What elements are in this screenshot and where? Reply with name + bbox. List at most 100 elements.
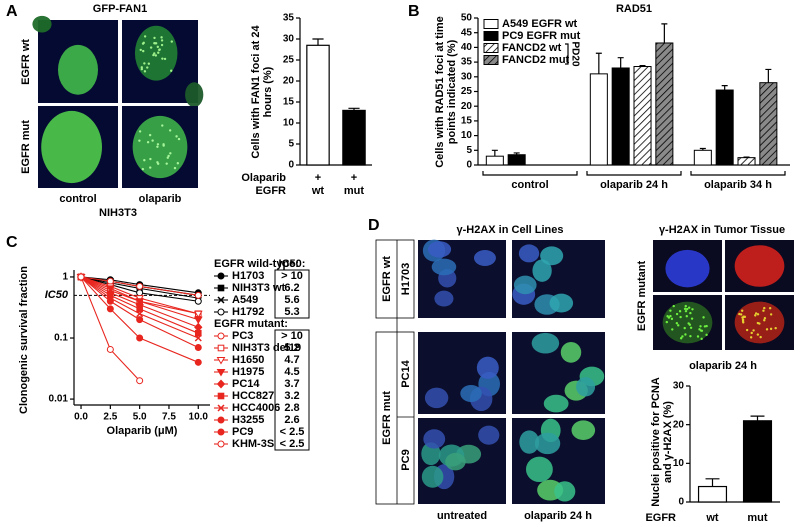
focus [685, 314, 688, 318]
nucleus [423, 429, 446, 449]
nucleus [185, 82, 204, 108]
legend-label: PC3 [232, 330, 253, 342]
nucleus [431, 258, 457, 276]
error-bar [765, 68, 772, 83]
bar [306, 44, 330, 166]
ic50-value: 3.7 [284, 378, 299, 390]
column-label: olaparib 24 h [689, 360, 757, 372]
panel-letter: D [368, 217, 380, 234]
y-tick-label: 40 [461, 42, 473, 53]
focus [689, 326, 693, 330]
focus [684, 304, 687, 308]
y-axis-label: Nuclei positive for PCNA and γ-H2AX (%) [650, 377, 674, 507]
y-tick-label: 30 [461, 71, 473, 82]
focus [763, 317, 767, 320]
ic50-value: 4.5 [284, 366, 299, 378]
ic50-value: 3.2 [284, 390, 299, 402]
legend-heading: EGFR mutant: [214, 318, 288, 330]
focus [740, 309, 744, 312]
nucleus [575, 377, 596, 397]
point [106, 297, 114, 305]
error-bar [721, 85, 728, 91]
error-bar [491, 149, 498, 157]
bar [759, 82, 778, 166]
x-tick-label: olaparib 24 h [600, 179, 668, 191]
cell-line-label: NIH3T3 [99, 207, 137, 219]
treatment-mark: + [315, 172, 321, 184]
y-tick-label: 20 [461, 101, 473, 112]
focus [143, 35, 147, 38]
legend-label: HCC4006 [232, 402, 280, 414]
bar [485, 155, 504, 166]
y-tick-label: 5 [466, 145, 472, 156]
focus [138, 139, 141, 142]
focus [163, 57, 167, 61]
legend-swatch [483, 55, 499, 65]
nucleus [134, 25, 178, 81]
focus [142, 49, 145, 53]
focus [763, 306, 766, 310]
nucleus [519, 430, 540, 454]
legend-label: H1650 [232, 354, 264, 366]
focus [154, 54, 158, 57]
focus [679, 315, 682, 319]
error-bar [617, 57, 624, 68]
nucleus [525, 456, 553, 483]
legend-label: PC14 [232, 378, 260, 390]
nucleus [428, 241, 452, 258]
ic50-value: 2.6 [284, 414, 299, 426]
bar [737, 157, 756, 166]
focus [143, 62, 146, 65]
micrographs [32, 15, 794, 504]
series-line [80, 276, 199, 294]
legend-label: HCC827 [232, 390, 274, 402]
y-tick-label: 1 [62, 272, 68, 283]
legend-marker [217, 308, 225, 316]
nucleus [531, 332, 560, 354]
y-tick-label: 25 [283, 55, 295, 66]
focus [741, 319, 745, 323]
group-bracket [482, 171, 578, 176]
focus [156, 45, 160, 49]
y-axis-label: Clonogenic survival fraction [18, 266, 30, 414]
x-axis-label: EGFR [255, 185, 286, 197]
ic50-box [274, 269, 310, 319]
focus [162, 144, 165, 147]
ic50-value: > 10 [281, 330, 303, 342]
y-tick-label: 35 [461, 57, 473, 68]
focus [762, 309, 765, 312]
focus [143, 70, 147, 73]
bar [697, 485, 728, 503]
error-bar [705, 478, 720, 487]
legend-label: KHM-3S [232, 438, 274, 450]
point [106, 345, 114, 353]
focus [149, 157, 152, 161]
chart-title: RAD51 [616, 3, 652, 15]
bar [693, 149, 712, 166]
treatment-mark: + [351, 172, 357, 184]
series-line [80, 276, 199, 299]
error-bar [312, 38, 324, 46]
point [194, 329, 202, 337]
legend-label: A549 [232, 294, 258, 306]
focus [669, 309, 672, 312]
focus [738, 312, 741, 316]
legend-label: NIH3T3 wt [232, 282, 286, 294]
nucleus [665, 249, 710, 288]
focus [146, 140, 150, 144]
legend-swatch [483, 43, 499, 53]
focus [687, 322, 690, 325]
focus [684, 333, 687, 336]
focus [157, 51, 160, 54]
focus [158, 48, 161, 51]
focus [683, 326, 686, 330]
legend-marker [217, 284, 225, 292]
y-tick-label: 30 [673, 381, 685, 392]
group-label: EGFR mut [381, 391, 393, 445]
focus [749, 336, 753, 339]
focus [669, 314, 672, 318]
legend-marker [217, 440, 225, 448]
series-line [80, 276, 199, 339]
error-bar [750, 415, 765, 421]
focus [160, 39, 164, 42]
